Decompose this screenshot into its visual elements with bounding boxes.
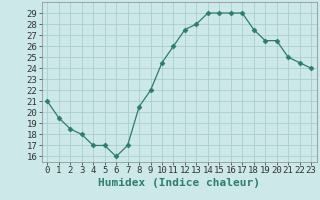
X-axis label: Humidex (Indice chaleur): Humidex (Indice chaleur) — [98, 178, 260, 188]
